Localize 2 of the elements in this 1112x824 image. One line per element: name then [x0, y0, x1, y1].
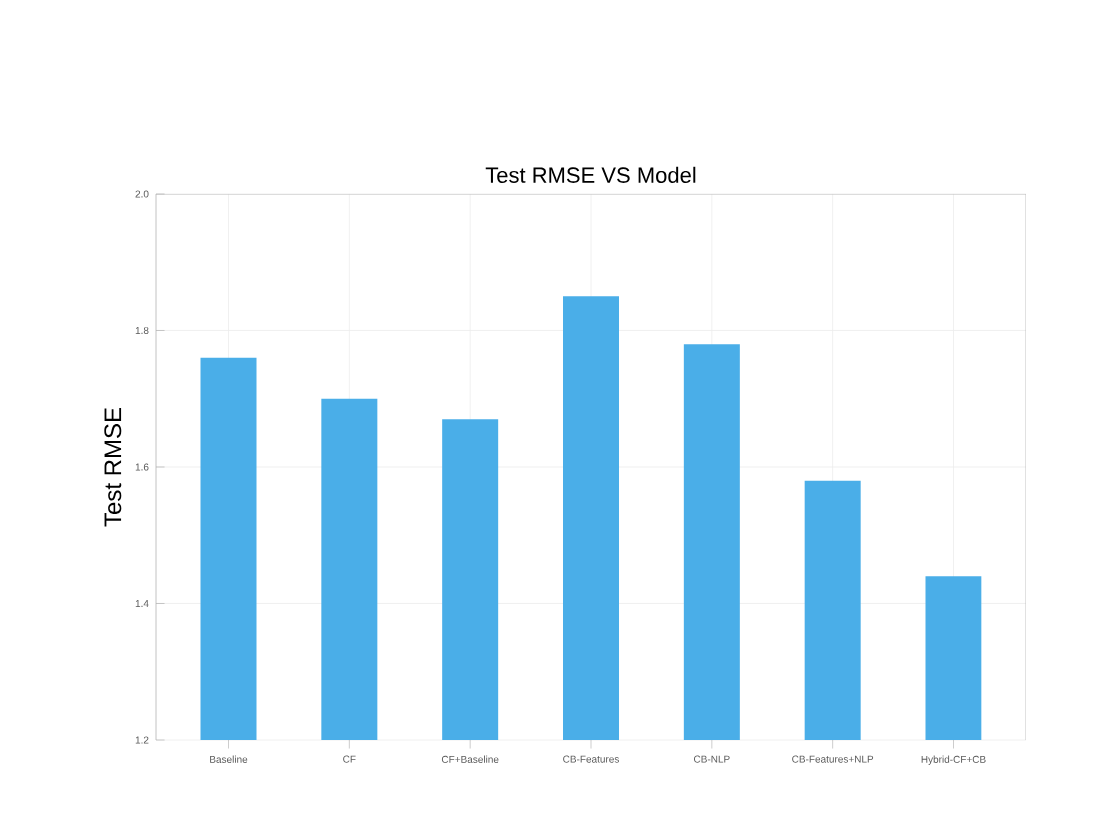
y-axis-title: Test RMSE [104, 408, 122, 527]
chart-title: Test RMSE VS Model [485, 166, 696, 183]
